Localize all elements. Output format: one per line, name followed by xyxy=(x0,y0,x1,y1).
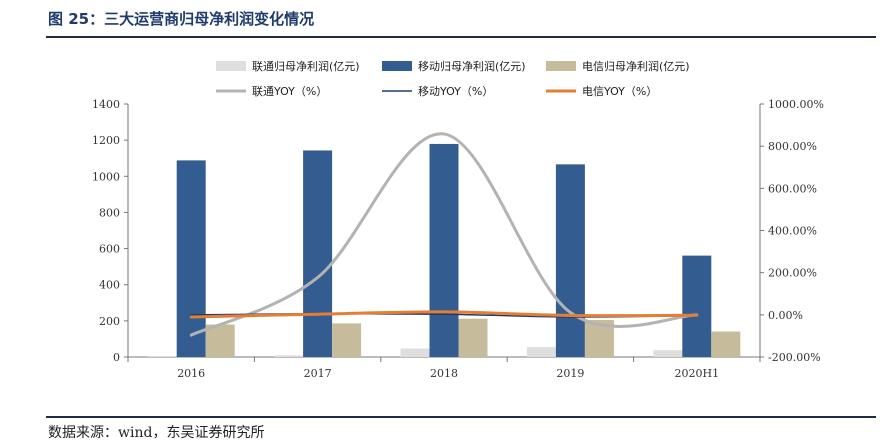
bar xyxy=(332,323,362,357)
bar xyxy=(526,347,556,357)
left-axis-tick-label: 1400 xyxy=(92,98,120,111)
lines xyxy=(189,132,699,337)
left-axis-tick-label: 400 xyxy=(99,279,120,292)
right-axis-tick-label: 400.00% xyxy=(768,225,817,238)
right-axis-tick-label: -200.00% xyxy=(768,351,821,364)
left-axis-tick-label: 600 xyxy=(99,243,120,256)
left-axis-tick-label: 0 xyxy=(113,351,120,364)
left-axis-tick-label: 1000 xyxy=(92,170,120,183)
legend-label: 电信YOY（%） xyxy=(582,85,657,98)
legend-label: 联通YOY（%） xyxy=(252,85,327,98)
bar xyxy=(274,355,304,357)
source-note: 数据来源：wind，东吴证券研究所 xyxy=(48,425,265,441)
left-axis-tick-label: 800 xyxy=(99,206,120,219)
series-line xyxy=(189,132,699,337)
title-divider xyxy=(46,36,876,38)
bar xyxy=(176,160,206,357)
left-axis-tick-label: 200 xyxy=(99,315,120,328)
bar xyxy=(400,348,430,357)
x-axis-tick-label: 2017 xyxy=(304,367,332,380)
bar xyxy=(303,150,333,357)
bar xyxy=(711,331,741,357)
bar xyxy=(682,255,712,357)
bar xyxy=(205,324,235,357)
left-axis-tick-label: 1200 xyxy=(92,134,120,147)
x-axis-tick-label: 2020H1 xyxy=(675,367,720,380)
chart: 联通归母净利润(亿元) 移动归母净利润(亿元) 电信归母净利润(亿元) 联通YOY（%… xyxy=(92,59,824,380)
bar xyxy=(147,355,177,357)
legend: 联通归母净利润(亿元) 移动归母净利润(亿元) 电信归母净利润(亿元) 联通YOY（%… xyxy=(216,59,690,98)
legend-swatch xyxy=(382,61,412,71)
right-axis-tick-label: 0.00% xyxy=(768,309,803,322)
right-axis-tick-label: 600.00% xyxy=(768,182,817,195)
right-axis-tick-label: 800.00% xyxy=(768,140,817,153)
right-axis-tick-label: 200.00% xyxy=(768,267,817,280)
series-line xyxy=(189,310,699,319)
legend-label: 移动YOY（%） xyxy=(418,85,493,98)
right-axis-tick-label: 1000.00% xyxy=(768,98,824,111)
bar xyxy=(429,143,459,357)
legend-label: 电信归母净利润(亿元) xyxy=(582,59,690,73)
bar xyxy=(653,350,683,357)
legend-label: 移动归母净利润(亿元) xyxy=(418,59,526,73)
legend-swatch xyxy=(546,61,576,71)
x-axis-tick-label: 2018 xyxy=(430,367,458,380)
legend-swatch xyxy=(216,61,246,71)
x-axis-tick-label: 2019 xyxy=(556,367,584,380)
bars xyxy=(147,143,741,357)
page-title: 图 25：三大运营商归母净利润变化情况 xyxy=(48,10,315,28)
bar xyxy=(458,318,488,357)
x-axis-tick-label: 2016 xyxy=(177,367,205,380)
legend-label: 联通归母净利润(亿元) xyxy=(252,59,360,73)
bar xyxy=(555,164,585,357)
axes: 0 200 400 600 800 1000 1200 1400 -200.00% 0.00% 20… xyxy=(92,98,824,380)
footer-divider xyxy=(46,416,876,418)
